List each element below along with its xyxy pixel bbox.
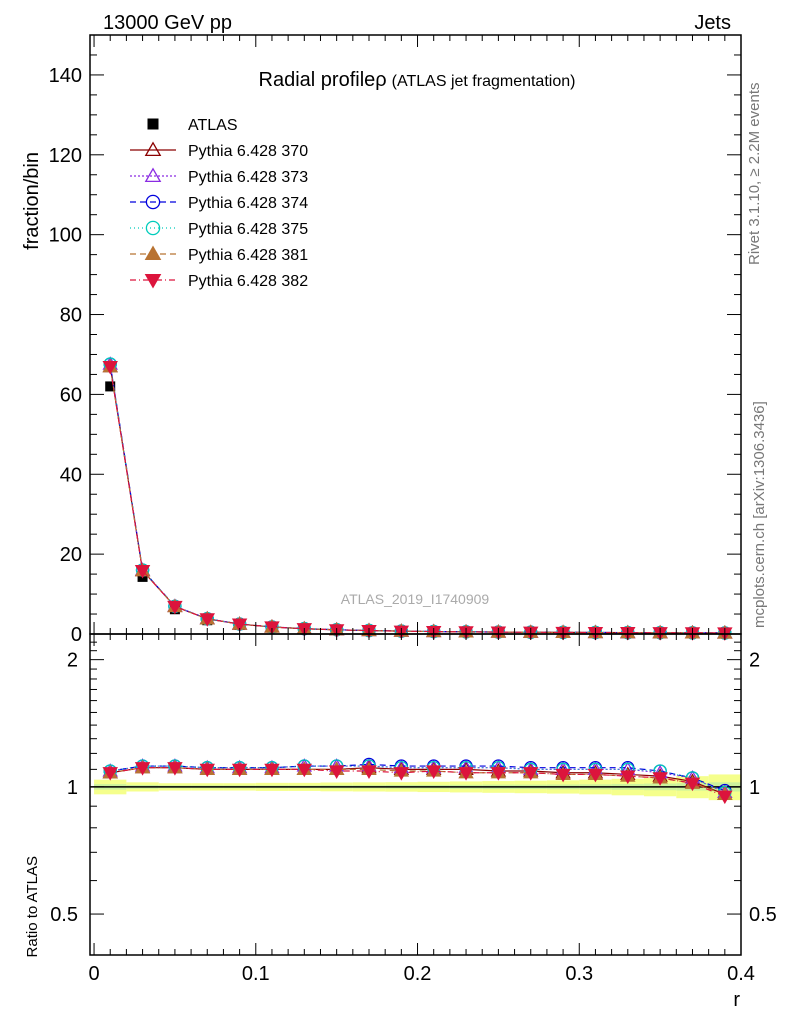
series-point-main-5 [199, 613, 215, 627]
y-tick-label: 140 [49, 65, 82, 87]
series-point-ratio-5 [264, 763, 280, 778]
x-axis-label: r [733, 989, 740, 1011]
series-point-ratio-5 [425, 765, 442, 779]
series-point-ratio-5 [393, 767, 410, 781]
ratio-tick-label-left: 1 [67, 777, 78, 799]
x-tick-label: 0.3 [565, 963, 593, 985]
series-point-ratio-5 [555, 768, 571, 783]
analysis-label: ATLAS_2019_I1740909 [341, 591, 490, 607]
legend-marker-3 [145, 220, 161, 236]
legend-label-5: Pythia 6.428 382 [188, 273, 308, 290]
header-right: Jets [694, 12, 731, 34]
legend-label-2: Pythia 6.428 374 [188, 195, 308, 212]
rivet-label: Rivet 3.1.10, ≥ 2.2M events [746, 83, 763, 266]
ratio-tick-label-left: 2 [67, 650, 78, 672]
ratio-tick-label-right: 0.5 [749, 904, 777, 926]
legend-marker-atlas [147, 118, 159, 130]
legend-marker-5 [144, 273, 162, 289]
chart-title: Radial profileρ (ATLAS jet fragmentation) [259, 69, 576, 91]
series-point-main-5 [102, 361, 118, 375]
y-tick-label: 0 [71, 624, 82, 646]
series-line-ratio-5 [110, 767, 726, 797]
series-line-ratio-3 [110, 765, 726, 793]
legend-label-1: Pythia 6.428 373 [188, 169, 308, 186]
series-point-main-5 [264, 621, 280, 635]
y-axis-label: fraction/bin [21, 152, 43, 250]
header-left: 13000 GeV pp [103, 12, 232, 34]
series-point-ratio-5 [134, 762, 151, 776]
series-point-ratio-5 [328, 765, 345, 779]
legend-label-0: Pythia 6.428 370 [188, 143, 308, 160]
ratio-tick-label-right: 1 [749, 777, 760, 799]
y-tick-label: 20 [60, 544, 82, 566]
x-tick-label: 0 [88, 963, 99, 985]
series-point-ratio-5 [102, 767, 118, 781]
legend-marker-1 [144, 167, 162, 183]
ratio-tick-label-left: 0.5 [50, 904, 78, 926]
legend-label-atlas: ATLAS [188, 117, 238, 134]
series-point-ratio-5 [458, 767, 474, 781]
x-tick-label: 0.2 [404, 963, 432, 985]
series-line-main-5 [109, 366, 725, 634]
ratio-series-layer [102, 757, 733, 805]
series-point-ratio-5 [652, 772, 668, 786]
series-point-ratio-5 [523, 767, 539, 781]
legend-label-4: Pythia 6.428 381 [188, 247, 308, 264]
legend-marker-2 [145, 194, 161, 210]
y-tick-label: 80 [60, 305, 82, 327]
y-tick-label: 100 [49, 225, 82, 247]
axes-layer: 0 0.1 0.2 0.3 0.4 0 20 40 60 80 100 120 140 0.5 0.5 1 1 2… [49, 34, 777, 985]
legend: ATLAS Pythia 6.428 370 Pythia 6.428 373 Pyt… [130, 117, 308, 290]
series-point-ratio-5 [361, 765, 377, 779]
ratio-tick-label-right: 2 [749, 650, 760, 672]
chart-title-main: Radial profile [259, 69, 376, 91]
data-point-atlas [105, 381, 116, 392]
y-tick-label: 60 [60, 384, 82, 406]
series-point-ratio-5 [620, 770, 636, 785]
ratio-axis-label: Ratio to ATLAS [24, 856, 41, 957]
series-point-main-5 [167, 600, 183, 615]
series-point-ratio-5 [587, 768, 604, 783]
series-point-ratio-5 [684, 777, 701, 792]
y-tick-label: 40 [60, 464, 82, 486]
y-tick-label: 120 [49, 145, 82, 167]
ratio-frame [89, 633, 742, 956]
legend-label-3: Pythia 6.428 375 [188, 221, 308, 238]
ratio-uncertainty-bands [90, 774, 741, 801]
legend-marker-0 [144, 141, 162, 157]
chart-title-paren: (ATLAS jet fragmentation) [392, 73, 576, 90]
series-point-ratio-5 [199, 763, 215, 778]
series-point-ratio-5 [490, 767, 507, 781]
legend-marker-4 [144, 245, 162, 261]
x-tick-label: 0.1 [242, 963, 270, 985]
series-point-main-5 [231, 618, 248, 633]
series-point-ratio-5 [167, 762, 183, 776]
series-point-main-5 [134, 565, 151, 579]
series-point-ratio-5 [296, 763, 313, 778]
chart-title-symbol: ρ [375, 69, 386, 91]
x-tick-label: 0.4 [727, 963, 755, 985]
mcplots-label: mcplots.cern.ch [arXiv:1306.3436] [751, 401, 768, 628]
series-point-ratio-5 [231, 763, 248, 778]
series-point-ratio-5 [717, 790, 733, 805]
